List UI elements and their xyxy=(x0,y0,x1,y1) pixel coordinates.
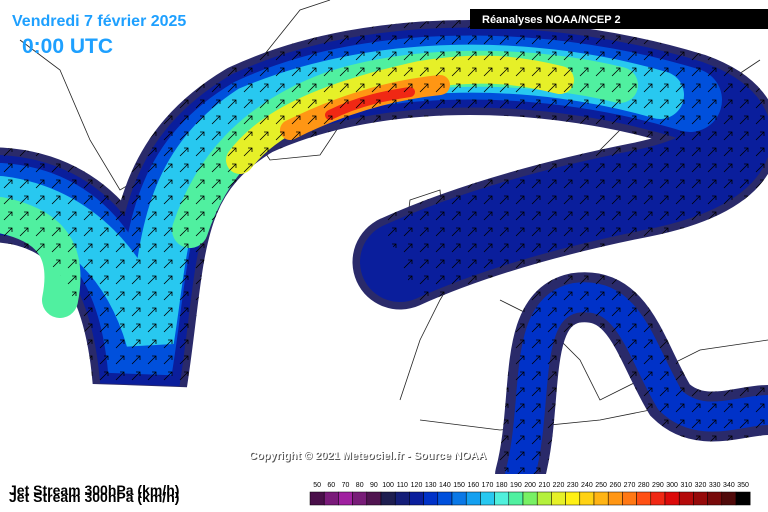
source: Réanalyses NOAA/NCEP 2 xyxy=(482,14,621,26)
legend-swatch xyxy=(423,491,439,506)
legend-label: 190 xyxy=(510,482,522,489)
legend-label: 300 xyxy=(666,482,678,489)
legend-swatch xyxy=(536,491,552,506)
legend-swatch xyxy=(607,491,623,506)
legend-label: 50 xyxy=(313,482,321,489)
legend-swatch xyxy=(593,491,609,506)
legend-swatch xyxy=(636,491,652,506)
legend-swatch xyxy=(437,491,453,506)
legend-swatch xyxy=(678,491,694,506)
legend-swatch xyxy=(650,491,666,506)
legend-swatch xyxy=(380,491,396,506)
legend-swatch xyxy=(735,491,751,506)
legend-label: 330 xyxy=(709,482,721,489)
legend-label: 140 xyxy=(439,482,451,489)
legend-swatch xyxy=(551,491,566,506)
legend-label: 310 xyxy=(680,482,692,489)
legend-label: 130 xyxy=(425,482,437,489)
legend-label: 320 xyxy=(695,482,707,489)
legend-label: 230 xyxy=(567,482,579,489)
legend-label: 90 xyxy=(370,482,378,489)
legend-swatch xyxy=(664,491,680,506)
legend-swatch xyxy=(451,491,467,506)
legend-label: 120 xyxy=(411,482,423,489)
legend-label: 210 xyxy=(538,482,550,489)
legend-label: 220 xyxy=(553,482,565,489)
legend-swatch xyxy=(494,491,510,506)
legend-label: 350 xyxy=(737,482,749,489)
time: 0:00 UTC xyxy=(22,35,113,58)
legend-swatch xyxy=(366,491,382,506)
legend-swatch xyxy=(707,491,723,506)
legend-swatch xyxy=(579,491,595,506)
legend-label: 240 xyxy=(581,482,593,489)
legend-title-shadow: Jet Stream 300hPa (km/h) xyxy=(9,489,179,505)
legend-label: 290 xyxy=(652,482,664,489)
copyright: Copyright © 2021 Meteociel.fr - Source N… xyxy=(249,450,486,462)
legend-label: 260 xyxy=(609,482,621,489)
legend-label: 110 xyxy=(397,482,408,489)
legend-swatch xyxy=(693,491,708,506)
legend-swatch xyxy=(622,491,637,506)
legend-swatch xyxy=(508,491,524,506)
legend-label: 270 xyxy=(624,482,636,489)
legend-label: 150 xyxy=(453,482,465,489)
legend: 50 60 70 80 90 100 110 120 130 140 150 160 170 180 190… xyxy=(309,482,751,506)
legend-label: 60 xyxy=(327,482,335,489)
legend-swatch xyxy=(323,491,339,506)
legend-label: 80 xyxy=(356,482,364,489)
legend-label: 100 xyxy=(382,482,394,489)
date: Vendredi 7 février 2025 xyxy=(12,13,186,30)
legend-label: 280 xyxy=(638,482,650,489)
legend-label: 70 xyxy=(342,482,350,489)
legend-label: 170 xyxy=(482,482,494,489)
legend-label: 250 xyxy=(595,482,607,489)
legend-swatch xyxy=(721,491,737,506)
legend-label: 340 xyxy=(723,482,735,489)
legend-swatch xyxy=(309,491,325,506)
legend-swatch xyxy=(338,491,353,506)
copyright-shadow: Copyright © 2021 Meteociel.fr - Source N… xyxy=(250,451,487,463)
source-box xyxy=(470,9,768,29)
legend-label: 160 xyxy=(467,482,479,489)
legend-swatch xyxy=(522,491,538,506)
legend-swatch xyxy=(409,491,424,506)
legend-title: Jet Stream 300hPa (km/h) xyxy=(9,482,179,498)
legend-swatch xyxy=(465,491,481,506)
legend-swatch xyxy=(565,491,581,506)
legend-swatch xyxy=(480,491,495,506)
legend-label: 180 xyxy=(496,482,508,489)
legend-swatch xyxy=(352,491,368,506)
legend-swatch xyxy=(394,491,410,506)
legend-label: 200 xyxy=(524,482,536,489)
